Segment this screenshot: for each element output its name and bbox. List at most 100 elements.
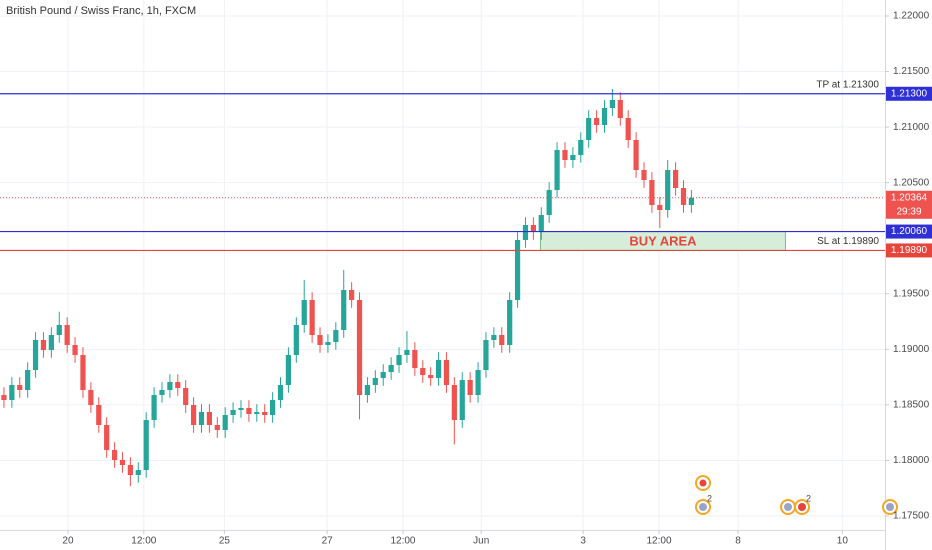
candle-body bbox=[246, 408, 252, 414]
x-tick-label: 27 bbox=[322, 536, 334, 547]
candle-body bbox=[206, 412, 213, 425]
y-tick-label: 1.21000 bbox=[893, 122, 930, 133]
candle-body bbox=[159, 390, 165, 395]
plot: BUY AREA bbox=[1, 88, 786, 487]
buy-zone-label: BUY AREA bbox=[629, 233, 697, 248]
candle-body bbox=[404, 350, 410, 355]
candle-body bbox=[491, 335, 497, 340]
candle-body bbox=[396, 355, 402, 365]
candle-body bbox=[25, 370, 31, 390]
y-tick-label: 1.21500 bbox=[893, 66, 930, 77]
candle-body bbox=[467, 380, 473, 395]
candle-body bbox=[428, 375, 434, 378]
candle-body bbox=[262, 412, 268, 415]
y-tick-label: 1.19500 bbox=[893, 288, 930, 299]
candle-body bbox=[72, 345, 78, 355]
candle-body bbox=[56, 325, 62, 335]
x-tick-label: 8 bbox=[735, 536, 741, 547]
candle-body bbox=[277, 385, 284, 400]
y-tick-label: 1.18000 bbox=[893, 455, 930, 466]
candle-body bbox=[48, 335, 54, 350]
candle-body bbox=[143, 420, 149, 470]
price-tag-label: 1.19890 bbox=[891, 245, 928, 256]
candle-body bbox=[522, 225, 529, 240]
price-tag bbox=[886, 190, 932, 219]
price-tag-label: 1.20364 bbox=[891, 192, 928, 203]
candle-body bbox=[301, 300, 307, 325]
y-tick-label: 1.19000 bbox=[893, 344, 930, 355]
candle-body bbox=[514, 240, 521, 300]
candle-body bbox=[364, 385, 371, 395]
candle-body bbox=[96, 405, 102, 425]
event-badge: 2 bbox=[707, 493, 712, 503]
candle-body bbox=[151, 395, 157, 420]
candle-body bbox=[578, 140, 584, 155]
candle-body bbox=[309, 300, 315, 335]
price-tag-label: 1.21300 bbox=[891, 88, 928, 99]
countdown: 29:39 bbox=[896, 206, 921, 217]
candle-body bbox=[435, 360, 442, 378]
candle-body bbox=[538, 215, 544, 232]
y-tick-label: 1.22000 bbox=[893, 11, 930, 22]
candle-body bbox=[190, 405, 197, 425]
candle-body bbox=[230, 410, 236, 415]
candle-body bbox=[293, 325, 299, 355]
event-icon bbox=[798, 503, 806, 511]
event-icons: 2 2 bbox=[695, 475, 898, 515]
event-icon bbox=[886, 503, 894, 511]
price-tag bbox=[886, 243, 932, 258]
candle-body bbox=[562, 150, 568, 160]
candle-body bbox=[507, 300, 513, 345]
candle-body bbox=[372, 378, 378, 385]
x-tick-label: 12:00 bbox=[646, 536, 671, 547]
candle-body bbox=[9, 385, 15, 400]
candle-body bbox=[88, 390, 94, 405]
candle-body bbox=[657, 205, 663, 210]
candle-body bbox=[530, 225, 536, 232]
candle-body bbox=[633, 140, 639, 170]
candle-body bbox=[665, 170, 671, 210]
candle-body bbox=[412, 350, 418, 368]
event-icon bbox=[784, 503, 792, 511]
x-tick-label: 25 bbox=[219, 536, 231, 547]
y-tick-label: 1.18500 bbox=[893, 400, 930, 411]
candle-body bbox=[64, 325, 70, 345]
candle-body bbox=[1, 395, 7, 400]
grid bbox=[0, 0, 885, 530]
candle-body bbox=[356, 300, 363, 395]
x-tick-label: 3 bbox=[580, 536, 586, 547]
candle-body bbox=[40, 340, 47, 350]
chart-title: British Pound / Swiss Franc, 1h, FXCM bbox=[6, 5, 196, 17]
candle-body bbox=[341, 290, 347, 330]
candle-body bbox=[214, 425, 220, 430]
candle-body bbox=[586, 118, 592, 140]
candle-body bbox=[32, 340, 39, 370]
event-icon bbox=[699, 479, 707, 487]
candle-body bbox=[349, 290, 355, 300]
candle-body bbox=[317, 335, 323, 345]
candle-body bbox=[380, 372, 386, 378]
candle-body bbox=[222, 415, 228, 430]
x-tick-label: 12:00 bbox=[390, 536, 415, 547]
price-tag-label: 1.20060 bbox=[891, 226, 928, 237]
candle-body bbox=[111, 450, 118, 460]
candle-body bbox=[680, 188, 687, 205]
candle-body bbox=[688, 197, 695, 205]
candle-body bbox=[254, 412, 260, 414]
candle-body bbox=[183, 388, 189, 405]
x-tick-label: 10 bbox=[837, 536, 849, 547]
level-label: TP at 1.21300 bbox=[816, 79, 879, 90]
candle-body bbox=[649, 180, 655, 205]
event-icon bbox=[699, 503, 707, 511]
price-tag bbox=[886, 86, 932, 101]
candle-body bbox=[17, 385, 23, 390]
candle-body bbox=[609, 100, 615, 108]
candle-body bbox=[546, 190, 552, 215]
candle-body bbox=[127, 465, 133, 475]
candle-body bbox=[570, 155, 576, 160]
level-label: SL at 1.19890 bbox=[817, 236, 879, 247]
x-tick-label: 12:00 bbox=[131, 536, 156, 547]
candle-body bbox=[475, 370, 481, 395]
